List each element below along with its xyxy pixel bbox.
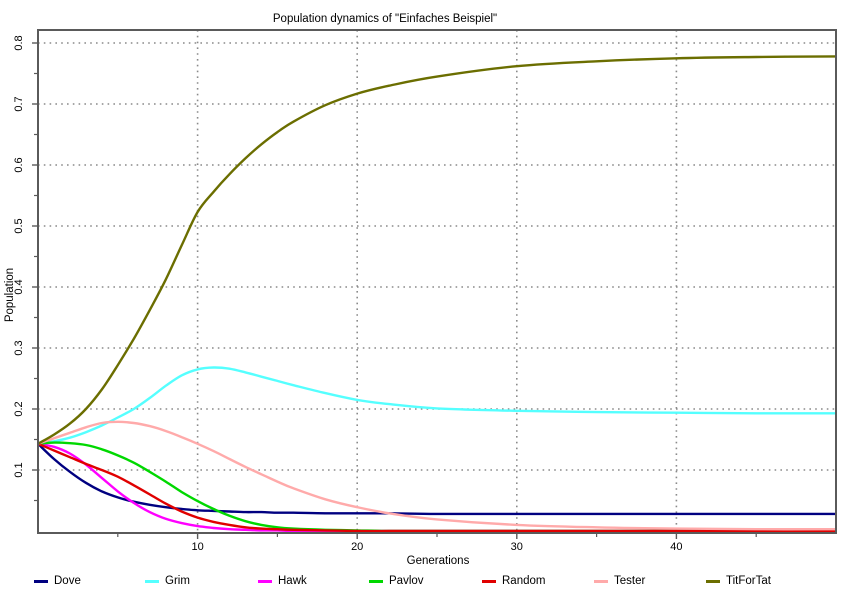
legend-swatch-grim xyxy=(145,579,159,583)
legend-item-dove: Dove xyxy=(34,572,81,590)
legend-label-hawk: Hawk xyxy=(278,575,307,587)
legend-label-random: Random xyxy=(502,575,546,587)
x-tick-label: 40 xyxy=(670,541,682,553)
legend-label-pavlov: Pavlov xyxy=(389,575,424,587)
legend-swatch-pavlov xyxy=(369,579,383,583)
legend-swatch-tester xyxy=(594,579,608,583)
series-line-random xyxy=(37,442,836,533)
series-line-hawk xyxy=(37,442,836,533)
y-tick-label: 0.7 xyxy=(13,96,25,111)
x-axis-label: Generations xyxy=(406,555,470,567)
legend-item-random: Random xyxy=(482,572,545,590)
series-line-grim xyxy=(37,366,837,445)
y-tick-label: 0.3 xyxy=(13,340,25,355)
legend-item-grim: Grim xyxy=(145,572,190,590)
x-tick-label: 30 xyxy=(511,541,523,553)
legend-label-dove: Dove xyxy=(54,575,81,587)
chart-title: Population dynamics of "Einfaches Beispi… xyxy=(272,13,498,25)
series-line-tester xyxy=(37,420,837,531)
series-line-pavlov xyxy=(37,441,836,533)
chart-legend: Dove Grim Hawk Pavlov Random Tester TitForTat xyxy=(0,572,842,594)
legend-swatch-random xyxy=(482,579,496,583)
legend-label-titfortat: TitForTat xyxy=(726,575,771,587)
series-line-titfortat xyxy=(37,55,837,445)
y-tick-label: 0.1 xyxy=(13,462,25,477)
x-tick-label: 20 xyxy=(351,541,363,553)
y-tick-label: 0.8 xyxy=(13,35,25,50)
y-tick-label: 0.6 xyxy=(13,157,25,172)
legend-item-titfortat: TitForTat xyxy=(706,572,771,590)
legend-swatch-dove xyxy=(34,579,48,583)
legend-swatch-titfortat xyxy=(706,579,720,583)
legend-swatch-hawk xyxy=(258,579,272,583)
legend-item-tester: Tester xyxy=(594,572,645,590)
plot-frame xyxy=(37,29,837,534)
series-line-dove xyxy=(37,442,836,516)
legend-item-pavlov: Pavlov xyxy=(369,572,424,590)
x-tick-label: 10 xyxy=(191,541,203,553)
y-tick-label: 0.4 xyxy=(13,279,25,294)
y-tick-label: 0.2 xyxy=(13,401,25,416)
legend-item-hawk: Hawk xyxy=(258,572,307,590)
legend-label-tester: Tester xyxy=(614,575,646,587)
y-tick-label: 0.5 xyxy=(13,218,25,233)
legend-label-grim: Grim xyxy=(165,575,190,587)
